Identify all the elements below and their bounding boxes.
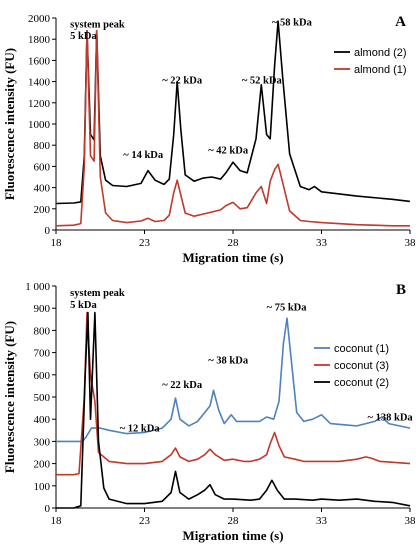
y-axis-label: Fluorescence intensity (FU): [2, 48, 17, 200]
y-tick-label: 500: [34, 392, 51, 404]
y-tick-label: 800: [34, 325, 51, 337]
legend-label: almond (2): [354, 47, 407, 59]
y-tick-label: 800: [34, 140, 51, 152]
y-tick-label: 300: [34, 436, 51, 448]
y-tick-label: 1000: [28, 119, 51, 131]
x-tick-label: 23: [139, 515, 151, 527]
peak-annotation: ~ 14 kDa: [123, 150, 164, 161]
x-tick-label: 23: [139, 237, 151, 249]
peak-annotation: system peak: [70, 20, 125, 31]
legend-label: coconut (2): [334, 377, 389, 389]
series-line-coconut-1-: [56, 317, 411, 443]
x-tick-label: 33: [316, 515, 328, 527]
x-tick-label: 28: [228, 515, 240, 527]
series-line-almond-1-: [55, 29, 410, 227]
peak-annotation: 5 kDa: [70, 300, 97, 311]
y-tick-label: 0: [45, 225, 51, 237]
peak-annotation: ~ 138 kDa: [368, 412, 414, 423]
peak-annotation: ~ 52 kDa: [242, 76, 283, 87]
y-tick-label: 1400: [28, 77, 51, 89]
x-axis-label: Migration time (s): [182, 528, 283, 543]
y-tick-label: 200: [34, 204, 51, 216]
y-tick-label: 200: [34, 459, 51, 471]
x-tick-label: 38: [405, 237, 417, 249]
panel-label: A: [395, 14, 406, 30]
peak-annotation: system peak: [70, 288, 125, 299]
x-tick-label: 38: [405, 515, 417, 527]
y-tick-label: 400: [34, 183, 51, 195]
peak-annotation: ~ 12 kDa: [120, 423, 161, 434]
y-tick-label: 600: [34, 161, 51, 173]
y-tick-label: 1 000: [25, 281, 50, 293]
y-tick-label: 100: [34, 481, 51, 493]
legend-label: coconut (3): [334, 360, 389, 372]
peak-annotation: ~ 75 kDa: [267, 302, 308, 313]
y-tick-label: 0: [45, 503, 51, 515]
y-axis-label: Fluorescence intensity (FU): [2, 321, 17, 473]
peak-annotation: ~ 22 kDa: [162, 76, 203, 87]
peak-annotation: ~ 38 kDa: [208, 356, 249, 367]
legend-label: almond (1): [354, 64, 407, 76]
y-tick-label: 600: [34, 370, 51, 382]
x-axis-label: Migration time (s): [182, 250, 283, 265]
peak-annotation: ~ 42 kDa: [208, 146, 249, 157]
y-tick-label: 900: [34, 303, 51, 315]
series-line-coconut-2-: [56, 311, 411, 509]
legend-label: coconut (1): [334, 343, 389, 355]
x-tick-label: 28: [228, 237, 240, 249]
x-tick-label: 18: [51, 237, 63, 249]
series-line-coconut-3-: [56, 311, 411, 476]
x-tick-label: 33: [316, 237, 328, 249]
y-tick-label: 1200: [28, 98, 51, 110]
peak-annotation: 5 kDa: [70, 31, 97, 42]
peak-annotation: ~ 58 kDa: [272, 17, 313, 28]
y-tick-label: 700: [34, 348, 51, 360]
y-tick-label: 2000: [28, 13, 51, 25]
peak-annotation: ~ 22 kDa: [162, 380, 203, 391]
y-tick-label: 1800: [28, 34, 51, 46]
y-tick-label: 400: [34, 414, 51, 426]
x-tick-label: 18: [51, 515, 63, 527]
y-tick-label: 1600: [28, 55, 51, 67]
panel-label: B: [396, 282, 406, 298]
